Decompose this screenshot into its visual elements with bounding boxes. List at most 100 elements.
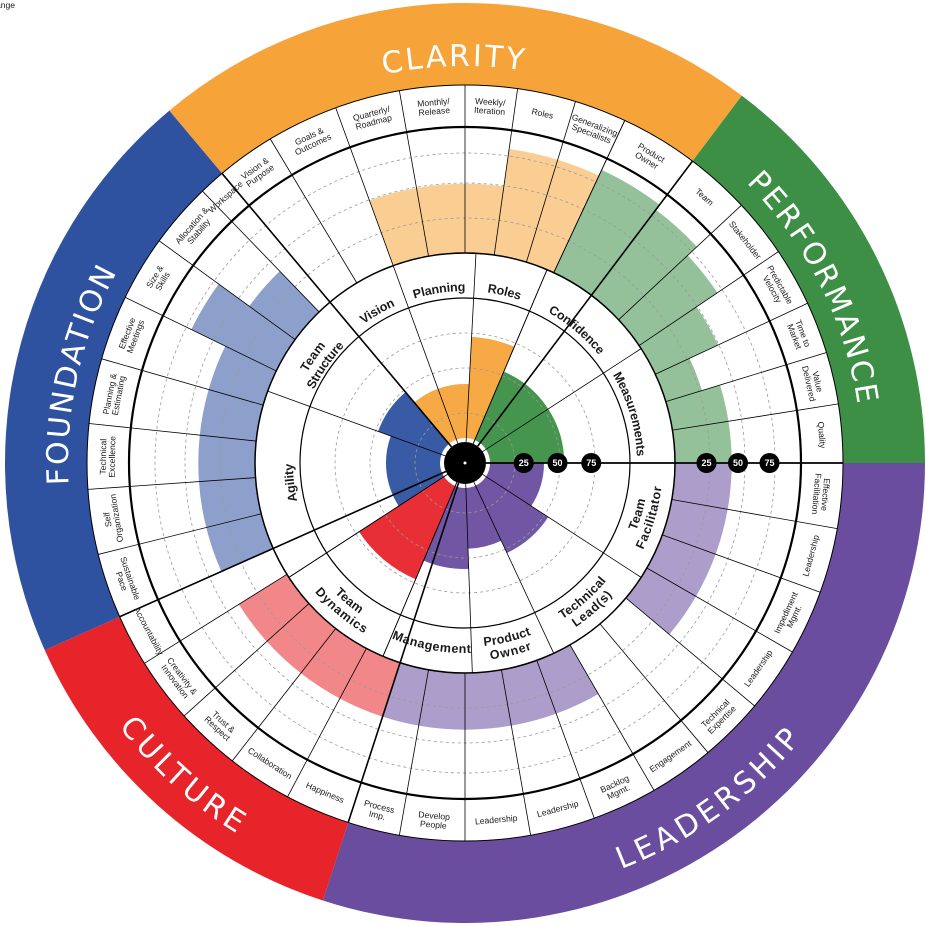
inner-spoke [482,474,642,578]
scale-tick-label: 25 [519,458,529,468]
outer-spoke [553,120,626,273]
outer-spoke [493,88,519,256]
outer-bar-allocation-stability [249,271,320,340]
outer-label-develop-people: DevelopPeople [417,809,450,831]
outer-bar-happiness [339,648,401,717]
inner-bar-measurements [485,408,565,463]
outer-bar-technical-excellence [198,435,257,482]
inner-spoke [267,390,446,457]
outer-spoke [101,358,264,406]
outer-spoke [398,669,429,836]
outer-spoke [183,603,310,717]
scale-tick-label: 50 [552,458,562,468]
outer-spoke [202,190,320,313]
outer-bar-planning-estimating [199,389,264,442]
outer-bar-team [591,209,697,320]
inner-bar-planning [437,384,470,440]
outer-bar-leadership [465,669,512,730]
outer-spoke [646,567,793,653]
outer-label-effective-facilitation: EffectiveFacilitation [810,473,833,516]
inner-spoke [482,348,642,452]
inner-bar-management [423,486,469,569]
category-spoke [347,482,460,823]
scale-tick-label: 75 [764,458,774,468]
outer-spoke [672,403,839,431]
outer-spoke [287,648,367,797]
outer-spoke [398,90,429,257]
outer-bar-collaboration [300,628,367,699]
inner-bar-product-owner [465,485,502,549]
outer-bar-value-delivered [665,385,729,431]
ring-foundation [5,110,223,651]
outer-spoke [231,628,337,762]
outer-spoke [662,534,821,593]
inner-bar-agility [386,435,445,507]
ring-clarity [169,3,742,174]
scale-tick-label: 75 [586,458,596,468]
outer-spoke [569,644,655,791]
scale-tick-marker [581,453,602,473]
outer-bar-backlog-mgmt [536,644,599,714]
outer-spoke [625,597,755,707]
grid-lines [86,84,844,842]
outer-bar-weekly-iteration [465,183,504,256]
outer-bar-quality [672,421,732,463]
outer-bar-generalizing-specialists [526,159,600,273]
scale-tick-marker [696,453,717,473]
outer-bar-product-owner [553,169,660,296]
outer-spoke [655,302,808,375]
outer-spoke [125,296,277,372]
outer-spoke [536,660,595,819]
outer-bar-predictable-velocity [639,306,719,375]
outer-label-monthly-release: Monthly/Release [417,96,452,118]
outer-bar-trust-respect [266,603,336,674]
outer-bar-stakeholder [618,255,718,346]
outer-spoke [158,240,296,340]
outer-spoke [87,477,256,490]
outer-bar-process-imp [382,662,429,726]
inner-bar-confidence [474,371,549,450]
ring-leadership [322,463,925,924]
outer-bar-creativity-innovation [238,574,309,642]
data-bars [191,148,732,730]
outer-spoke [526,101,576,263]
outer-spoke [638,251,779,346]
inner-spoke [382,482,458,657]
inner-spoke [465,483,473,673]
inner-spoke [473,481,555,654]
inner-spoke [472,269,548,444]
scale-tick-marker [759,453,780,473]
outer-bar-roles [494,148,558,263]
inner-bar-technical-lead-s [475,476,549,553]
outer-label-technical-excellence: TechnicalExcellence [98,436,118,478]
outer-spoke [335,107,394,266]
inner-bar-vision [414,388,457,444]
outer-bar-monthly-release [416,183,465,257]
outer-label-weekly-iteration: Weekly/Iteration [474,96,507,117]
scale-tick-label: 50 [733,458,743,468]
inner-spoke [465,253,477,443]
scale-tick-label: 25 [701,458,711,468]
outer-spoke [89,423,257,442]
inner-bar-team-structure [378,392,449,455]
scale-tick-marker [547,453,568,473]
category-spoke [476,160,694,447]
inner-spoke [392,265,459,444]
scale-ticks: 25 25 50 50 75 75 [513,453,780,473]
hub-dot [463,461,467,465]
outer-spoke [618,204,742,321]
outer-bar-effective-facilitation [671,463,732,510]
ring-performance [692,95,925,464]
outer-label-response-to-change: Response toChange [0,0,24,10]
outer-spoke [599,623,709,753]
outer-spoke [665,352,827,402]
outer-bar-develop-people [418,669,465,730]
inner-bar-team-dynamics [359,476,456,580]
outer-category-ring [5,3,925,924]
outer-label-quality: Quality [816,421,828,449]
outer-bar-effective-meetings [208,346,277,406]
outer-spoke [144,573,288,664]
outer-bar-self-organization [198,477,262,528]
outer-spoke [98,513,262,555]
